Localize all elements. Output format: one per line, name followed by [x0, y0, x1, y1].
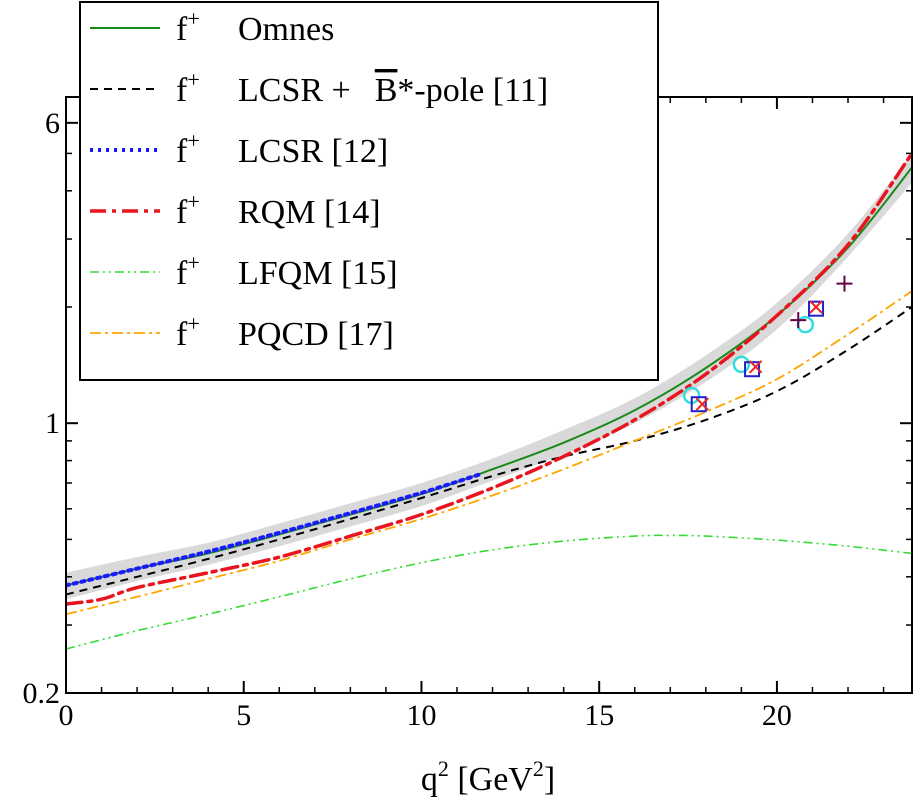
legend-name-tail: *-pole [11] — [397, 72, 548, 109]
legend-name: Omnes — [238, 11, 334, 48]
legend-name: LCSR [12] — [238, 133, 388, 170]
legend-entry: f+ PQCD [17] — [90, 311, 394, 353]
legend-superscript: + — [187, 311, 199, 336]
legend-name: LFQM [15] — [238, 255, 398, 292]
x-tick-label: 0 — [59, 699, 74, 732]
data-point-square — [808, 300, 825, 317]
series-line-rqm-14 — [66, 151, 912, 606]
data-points-layer — [682, 275, 853, 413]
legend-symbol: f — [176, 133, 188, 170]
legend-label: f+ RQM [14] — [176, 189, 381, 231]
legend-overlined-symbol: B — [375, 72, 398, 109]
series-line-lfqm-15 — [66, 534, 912, 650]
legend-name: PQCD [17] — [238, 316, 394, 353]
series-line-lcsr-b-pole-11 — [66, 306, 912, 596]
x-axis-title: q2 [GeV2] — [421, 756, 555, 798]
legend-label: f+ LCSR [12] — [176, 128, 388, 170]
legend-label: f+ LCSR + B*-pole [11] — [176, 67, 548, 109]
legend-superscript: + — [187, 250, 199, 275]
legend-name: LCSR + — [238, 72, 351, 109]
series-layer — [66, 151, 912, 650]
x-tick-label: 5 — [236, 699, 251, 732]
x-tick-label: 10 — [406, 699, 436, 732]
legend-box — [79, 1, 659, 381]
legend-superscript: + — [187, 67, 199, 92]
legend-label: f+ Omnes — [176, 6, 334, 48]
legend-entry: f+ Omnes — [90, 6, 334, 48]
y-tick-label: 0.2 — [23, 677, 61, 710]
legend-entry: f+ RQM [14] — [90, 189, 381, 231]
y-tick-label: 1 — [45, 407, 60, 440]
x-tick-label: 20 — [762, 699, 792, 732]
uncertainty-band-layer — [66, 153, 912, 600]
legend-superscript: + — [187, 6, 199, 31]
legend-label: f+ LFQM [15] — [176, 250, 398, 292]
legend-entry: f+ LCSR [12] — [90, 128, 388, 170]
legend-symbol: f — [176, 316, 188, 353]
data-point-plus — [790, 312, 807, 329]
omnes-uncertainty-band — [66, 153, 912, 600]
series-line-lcsr-12 — [66, 471, 484, 588]
x-tick-label: 15 — [584, 699, 614, 732]
data-point-x — [695, 397, 709, 411]
legend-superscript: + — [187, 128, 199, 153]
legend-label: f+ PQCD [17] — [176, 311, 394, 353]
data-point-circle — [732, 355, 751, 374]
legend-symbol: f — [176, 194, 188, 231]
legend-entry: f+ LCSR + B*-pole [11] — [90, 67, 548, 109]
legend-symbol: f — [176, 72, 188, 109]
y-tick-label: 6 — [45, 107, 60, 140]
legend-name: RQM [14] — [238, 194, 381, 231]
data-point-x — [748, 360, 763, 374]
data-point-square — [690, 396, 707, 413]
data-point-plus — [836, 275, 853, 292]
legend-superscript: + — [187, 189, 199, 214]
series-line-pqcd-17 — [66, 290, 912, 616]
legend-symbol: f — [176, 11, 188, 48]
data-point-x — [809, 300, 823, 314]
legend-symbol: f — [176, 255, 188, 292]
legend-entry: f+ LFQM [15] — [90, 250, 398, 292]
